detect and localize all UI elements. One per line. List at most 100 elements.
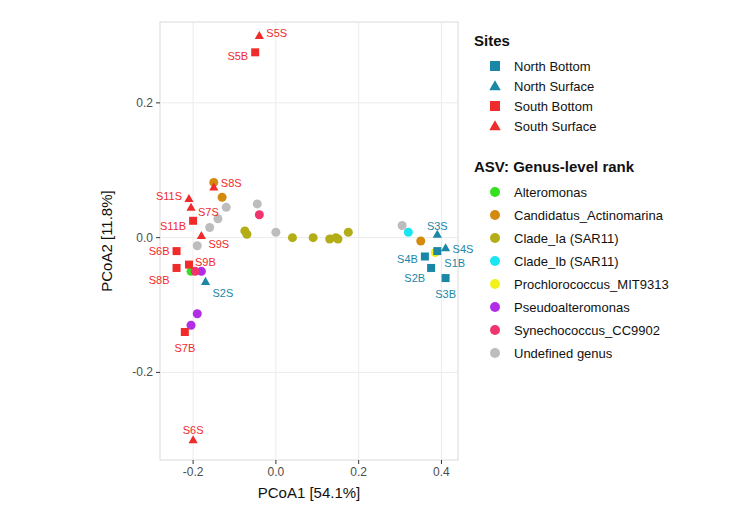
point	[184, 194, 193, 202]
legend-marker	[490, 279, 500, 289]
point	[441, 243, 450, 251]
legend-marker	[489, 120, 501, 130]
legend-label: Clade_Ib (SAR11)	[514, 254, 619, 269]
x-tick	[441, 460, 442, 464]
legend-label: Clade_Ia (SAR11)	[514, 231, 619, 246]
x-axis-title: PCoA1 [54.1%]	[258, 484, 361, 501]
legend-marker	[490, 101, 500, 111]
legend-marker	[490, 233, 500, 243]
legend-marker	[489, 80, 501, 90]
x-grid-line	[441, 22, 442, 460]
point	[242, 230, 251, 239]
point	[288, 233, 297, 242]
legend-label: South Bottom	[514, 99, 593, 114]
point	[309, 233, 318, 242]
point-label: S8S	[221, 177, 242, 189]
point	[416, 237, 425, 246]
point	[433, 247, 441, 255]
x-tick-label: 0.0	[268, 465, 285, 479]
point-label: S2S	[213, 287, 234, 299]
y-tick-label: -0.2	[132, 365, 153, 379]
legend-label: Pseudoalteromonas	[514, 300, 630, 315]
legend-label: Alteromonas	[514, 185, 587, 200]
legend-marker	[490, 256, 500, 266]
point	[197, 231, 206, 239]
point-label: S8B	[149, 274, 170, 286]
legend: Sites North Bottom North Surface South Bott…	[474, 32, 669, 361]
y-tick-label: 0.0	[136, 231, 153, 245]
y-grid-line	[160, 372, 458, 373]
point	[222, 203, 231, 212]
point	[344, 228, 353, 237]
legend-label: North Bottom	[514, 59, 591, 74]
point	[205, 223, 214, 232]
y-tick	[156, 102, 160, 103]
point-label: S6B	[149, 245, 170, 257]
point	[173, 264, 181, 272]
y-tick-label: 0.2	[136, 96, 153, 110]
legend-label: Candidatus_Actinomarina	[514, 208, 664, 223]
legend-title: Sites	[474, 32, 510, 49]
point	[209, 182, 218, 190]
point-label: S7B	[174, 342, 195, 354]
point-label: S4S	[453, 243, 474, 255]
point-label: S11S	[156, 190, 182, 202]
legend-marker	[490, 302, 500, 312]
point-label: S9S	[208, 238, 229, 250]
legend-label: Prochlorococcus_MIT9313	[514, 277, 669, 292]
points	[173, 31, 451, 443]
grid	[160, 22, 458, 460]
point-label: S3S	[427, 220, 448, 232]
legend-label: North Surface	[514, 79, 594, 94]
point	[421, 252, 429, 260]
point-label: S3B	[435, 288, 456, 300]
point	[201, 277, 210, 285]
legend-marker	[490, 210, 500, 220]
y-tick	[156, 237, 160, 238]
x-tick	[275, 460, 276, 464]
legend-label: Synechococcus_CC9902	[514, 323, 660, 338]
legend-label: Undefined genus	[514, 346, 613, 361]
chart: -0.20.00.20.4-0.20.00.2PCoA1 [54.1%]PCoA…	[0, 0, 755, 507]
point	[255, 31, 264, 39]
point	[185, 261, 193, 269]
point	[427, 264, 435, 272]
point	[253, 199, 262, 208]
y-grid-line	[160, 102, 458, 103]
point	[193, 241, 202, 250]
point-label: S4B	[397, 253, 418, 265]
point	[398, 221, 407, 230]
x-grid-line	[358, 22, 359, 460]
point	[404, 228, 413, 237]
point-label: S5S	[266, 27, 287, 39]
point-labels: S1BS2BS3BS4BS2SS3SS4SS5BS11BS6BS9BS8BS7B…	[149, 27, 474, 435]
point	[189, 217, 197, 225]
point	[173, 247, 181, 255]
x-grid-line	[193, 22, 194, 460]
point	[333, 234, 342, 243]
x-tick-label: 0.4	[433, 465, 450, 479]
point-label: S5B	[227, 50, 248, 62]
point	[193, 309, 202, 318]
legend-title: ASV: Genus-level rank	[474, 158, 635, 175]
y-tick	[156, 372, 160, 373]
point-label: S9B	[195, 256, 216, 268]
point-label: S1B	[444, 257, 465, 269]
point	[218, 193, 227, 202]
legend-marker	[490, 348, 500, 358]
point	[189, 435, 198, 443]
legend-marker	[490, 61, 500, 71]
x-tick	[193, 460, 194, 464]
x-tick	[358, 460, 359, 464]
point-label: S2B	[404, 272, 425, 284]
legend-marker	[490, 325, 500, 335]
point-label: S6S	[183, 424, 204, 436]
point	[255, 210, 264, 219]
x-tick-label: -0.2	[183, 465, 204, 479]
point	[442, 274, 450, 282]
y-axis-title: PCoA2 [11.8%]	[98, 190, 115, 291]
plot-frame	[160, 22, 458, 460]
point	[186, 203, 195, 211]
legend-marker	[490, 187, 500, 197]
legend-label: South Surface	[514, 119, 596, 134]
